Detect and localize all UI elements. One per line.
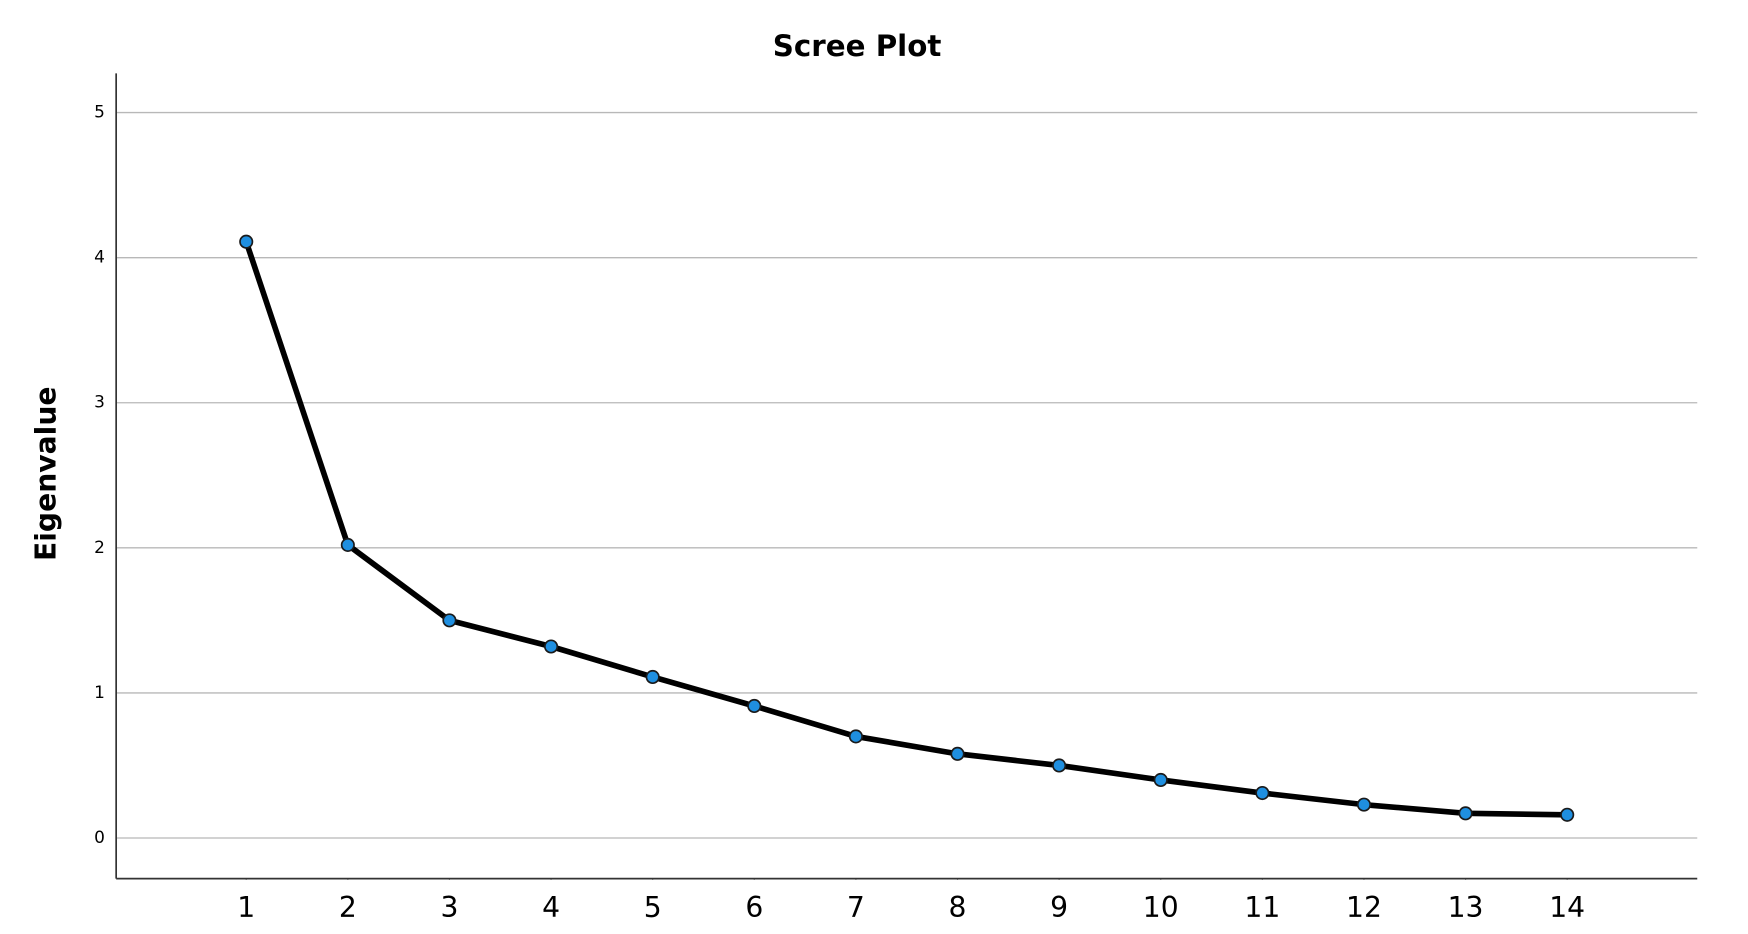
data-point bbox=[645, 669, 660, 685]
grid bbox=[116, 111, 1698, 839]
x-tick-label: 5 bbox=[644, 891, 662, 924]
data-point bbox=[1356, 797, 1372, 812]
y-tick-label: 2 bbox=[94, 537, 105, 557]
data-point bbox=[340, 537, 355, 552]
x-tick-label: 1 bbox=[237, 891, 255, 924]
x-tick-label: 13 bbox=[1448, 891, 1484, 924]
data-point bbox=[1560, 807, 1575, 822]
y-tick-label: 3 bbox=[94, 392, 105, 412]
chart-title: Scree Plot bbox=[773, 29, 942, 63]
y-tick-label: 5 bbox=[94, 102, 105, 122]
data-line bbox=[243, 240, 1568, 818]
y-tick-label: 1 bbox=[94, 682, 105, 702]
x-tick-label: 14 bbox=[1549, 891, 1585, 924]
x-tick-label: 4 bbox=[542, 891, 560, 924]
x-tick-label: 10 bbox=[1143, 891, 1179, 924]
data-point bbox=[747, 698, 762, 714]
x-tick-label: 11 bbox=[1244, 891, 1280, 924]
x-tick-label: 7 bbox=[847, 891, 865, 924]
data-point bbox=[1458, 806, 1473, 821]
x-tick-label: 8 bbox=[949, 891, 967, 924]
x-tick-label: 9 bbox=[1050, 891, 1068, 924]
data-point bbox=[1052, 758, 1067, 773]
data-point bbox=[950, 746, 965, 761]
data-point bbox=[1153, 772, 1168, 788]
data-point bbox=[544, 639, 559, 654]
data-point bbox=[239, 234, 254, 249]
data-point bbox=[848, 729, 863, 744]
x-tick-label: 3 bbox=[440, 891, 458, 924]
data-point bbox=[442, 613, 457, 628]
y-tick-label: 4 bbox=[94, 247, 105, 267]
x-tick-label: 2 bbox=[339, 891, 357, 924]
x-tick-label: 6 bbox=[745, 891, 763, 924]
data-point bbox=[1255, 785, 1270, 801]
y-axis-label: Eigenvalue bbox=[29, 387, 62, 562]
y-tick-label: 0 bbox=[94, 827, 105, 847]
x-tick-label: 12 bbox=[1346, 891, 1382, 924]
